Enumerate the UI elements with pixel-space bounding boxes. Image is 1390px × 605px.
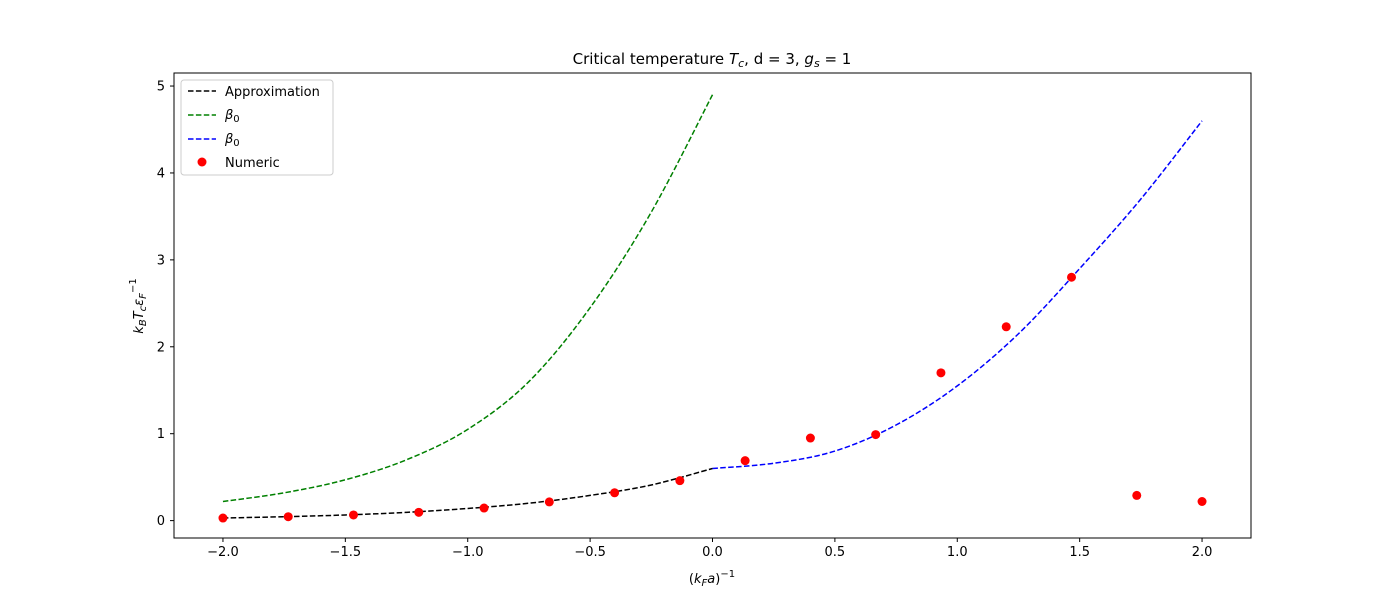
y-tick-label: 3 <box>157 253 165 268</box>
numeric-point <box>218 513 228 523</box>
y-tick-label: 4 <box>157 166 165 181</box>
numeric-point <box>479 503 489 513</box>
x-tick-label: 1.0 <box>947 545 968 560</box>
x-tick-label: 2.0 <box>1192 545 1213 560</box>
legend-label-numeric: Numeric <box>225 156 280 171</box>
numeric-point <box>871 430 881 440</box>
numeric-point <box>610 488 620 498</box>
y-tick-label: 1 <box>157 427 165 442</box>
marker-layer <box>218 272 1207 523</box>
x-tick-label: 1.5 <box>1069 545 1090 560</box>
series-beta0-green-line <box>222 94 714 503</box>
y-tick-label: 0 <box>157 514 165 529</box>
y-tick-label: 2 <box>157 340 165 355</box>
y-axis-ticks: 0 1 2 3 4 5 <box>157 80 174 529</box>
legend-label-approximation: Approximation <box>225 85 320 100</box>
x-tick-label: −1.0 <box>452 545 484 560</box>
plot-area <box>174 73 1251 538</box>
y-tick-label: 5 <box>157 80 165 95</box>
numeric-point <box>1197 496 1207 506</box>
legend: Approximation β0 β0 Numeric <box>180 79 334 176</box>
numeric-point <box>283 512 293 522</box>
x-tick-label: −1.5 <box>330 545 362 560</box>
numeric-point <box>544 497 554 507</box>
numeric-point <box>675 476 685 486</box>
series-beta0-blue-line <box>712 120 1203 470</box>
numeric-point <box>1001 322 1011 332</box>
numeric-point <box>1067 272 1077 282</box>
legend-box <box>180 79 334 176</box>
series-layer <box>222 94 1203 519</box>
legend-label-beta0-green: β0 <box>224 108 240 125</box>
numeric-point <box>740 456 750 466</box>
legend-label-beta0-blue: β0 <box>224 132 240 149</box>
x-tick-label: 0.5 <box>825 545 846 560</box>
x-axis-label: (kFa)−1 <box>689 569 735 589</box>
x-tick-label: 0.0 <box>702 545 723 560</box>
numeric-point <box>1132 490 1142 500</box>
numeric-point <box>414 507 424 517</box>
x-axis-ticks: −2.0 −1.5 −1.0 −0.5 0.0 0.5 1.0 1.5 2.0 <box>207 538 1212 560</box>
legend-marker-numeric <box>197 157 207 167</box>
y-axis-label: kBTcεF−1 <box>128 278 149 333</box>
numeric-point <box>805 433 815 443</box>
x-tick-label: −0.5 <box>574 545 606 560</box>
numeric-point <box>348 510 358 520</box>
x-tick-label: −2.0 <box>207 545 239 560</box>
numeric-point <box>936 368 946 378</box>
series-approximation-line <box>222 467 713 519</box>
chart-title: Critical temperature Tc, d = 3, gs = 1 <box>573 50 852 70</box>
